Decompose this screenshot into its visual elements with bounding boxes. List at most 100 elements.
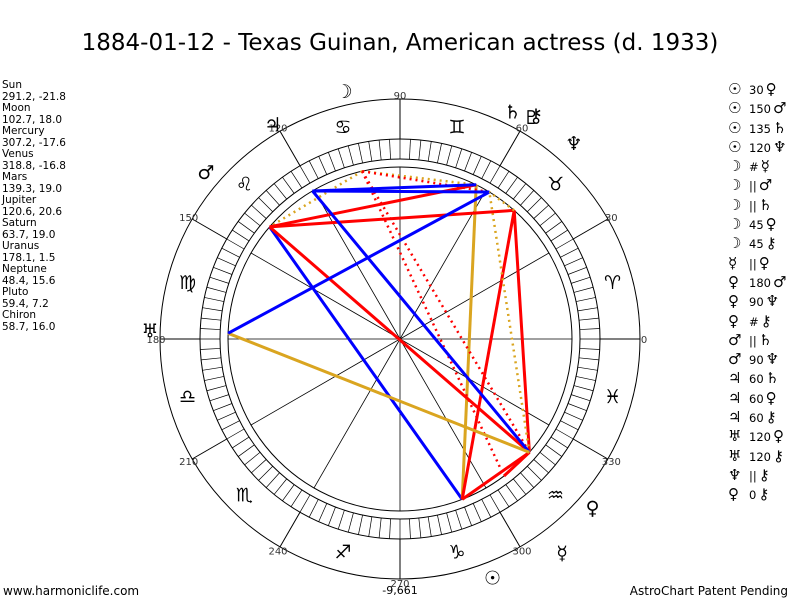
- cancer-sign-icon: ♋: [335, 116, 352, 138]
- aspect-row: ♃ 60 ⚷: [728, 408, 791, 427]
- degree-tick: [427, 516, 432, 537]
- degree-tick: [550, 436, 568, 449]
- degree-tick: [513, 183, 527, 200]
- degree-tick: [575, 376, 596, 381]
- aspect-planet-2: ♂: [772, 99, 787, 118]
- aspect-type: ||: [749, 468, 757, 483]
- spoke-line: [250, 338, 401, 426]
- degree-tick: [427, 141, 432, 162]
- aspect-line-moon-mercury: [361, 170, 506, 477]
- degree-tick: [578, 317, 599, 321]
- aspect-planet-1: ☿: [728, 253, 738, 272]
- degree-tick: [209, 394, 229, 402]
- aspect-planet-2: ♀: [765, 388, 777, 407]
- degree-tick: [206, 385, 227, 392]
- degree-tick: [368, 141, 373, 162]
- aspect-planet-1: ☉: [728, 99, 742, 118]
- degree-tick: [567, 403, 587, 412]
- degree-tick: [437, 143, 442, 164]
- jupiter-icon: ♃: [264, 114, 281, 136]
- taurus-sign-icon: ♉: [547, 173, 564, 195]
- degree-tick: [505, 176, 518, 194]
- degree-tick: [282, 484, 295, 502]
- degree-tick: [290, 489, 303, 507]
- wheel-rings: [159, 98, 641, 580]
- aspect-row: ☿ || ♀: [728, 254, 791, 273]
- aspect-type: ||: [749, 256, 757, 271]
- pluto-icon: ♇: [523, 107, 540, 129]
- aspect-planet-2: ♆: [765, 350, 780, 369]
- position-planet-name: Pluto: [2, 286, 29, 298]
- aspect-planet-1: ♀: [728, 485, 739, 504]
- aspect-row: ☉ 120 ♆: [728, 138, 791, 157]
- aspect-planet-1: ☽: [728, 176, 742, 195]
- aquarius-sign-icon: ♒: [547, 485, 564, 507]
- degree-label: 330: [602, 457, 621, 468]
- degree-tick: [221, 247, 240, 258]
- degree-label: 300: [512, 546, 531, 557]
- aspect-row: ♀ 180 ♂: [728, 273, 791, 292]
- degree-tick: [472, 503, 482, 522]
- degree-tick: [202, 307, 223, 312]
- degree-tick: [237, 444, 255, 457]
- aspect-planet-1: ♅: [728, 446, 742, 465]
- sign-divider: [191, 438, 228, 460]
- aspect-planet-2: ⚷: [758, 465, 770, 484]
- degree-tick: [200, 328, 221, 330]
- position-planet-name: Chiron: [2, 309, 37, 321]
- aspect-planet-1: ♂: [728, 330, 742, 349]
- aspect-type: 45: [749, 237, 764, 252]
- aspect-planet-1: ♃: [728, 388, 742, 407]
- degree-tick: [308, 499, 319, 518]
- degree-tick: [579, 348, 600, 350]
- degree-label: 30: [605, 213, 618, 224]
- degree-tick: [533, 459, 549, 474]
- degree-label: 120: [268, 124, 287, 135]
- degree-tick: [571, 276, 591, 284]
- position-planet-name: Neptune: [2, 263, 47, 275]
- degree-tick: [206, 286, 227, 293]
- mars-icon: ♂: [197, 162, 214, 184]
- degree-tick: [213, 266, 233, 275]
- spoke-line: [399, 252, 550, 340]
- degree-tick: [455, 510, 463, 530]
- degree-tick: [213, 403, 233, 412]
- degree-tick: [539, 452, 556, 466]
- bottom-value: -9,661: [382, 584, 417, 597]
- virgo-sign-icon: ♍: [179, 272, 196, 294]
- aspect-line-jupiter-venus: [311, 189, 531, 454]
- sign-divider: [499, 130, 521, 167]
- aspect-planet-2: ⚷: [772, 446, 784, 465]
- leo-sign-icon: ♌: [236, 173, 253, 195]
- degree-tick: [446, 512, 453, 533]
- aspect-line-venus-chiron: [488, 191, 531, 453]
- uranus-icon: ♅: [142, 321, 159, 343]
- degree-tick: [318, 156, 328, 175]
- degree-tick: [578, 357, 599, 361]
- planet-positions-list: Sun 291.2, -21.8 Moon 102.7, 18.0 Mercury 307…: [2, 79, 66, 333]
- sign-divider: [572, 218, 609, 240]
- degree-tick: [244, 452, 261, 466]
- degree-tick: [527, 466, 542, 481]
- chiron-icon: ⚷: [529, 105, 543, 127]
- degree-tick: [472, 156, 482, 175]
- degree-tick: [337, 148, 345, 168]
- degree-tick: [437, 514, 442, 535]
- degree-tick: [481, 499, 492, 518]
- position-planet-values: 63.7, 19.0: [2, 228, 56, 241]
- aspect-planet-2: ♄: [758, 330, 773, 349]
- degree-tick: [533, 204, 549, 219]
- degree-tick: [358, 143, 363, 164]
- degree-tick: [226, 428, 245, 440]
- degree-tick: [237, 221, 255, 234]
- degree-tick: [327, 506, 336, 526]
- aspect-type: 60: [749, 391, 764, 406]
- aspect-line-venus-mars: [268, 225, 531, 454]
- aspect-type: 30: [749, 83, 764, 97]
- footer-website-link[interactable]: www.harmoniclife.com: [3, 584, 140, 598]
- aspect-row: ♂ || ♄: [728, 331, 791, 350]
- degree-label: 60: [516, 124, 529, 135]
- aspect-line-venus-neptune: [512, 210, 531, 453]
- aspect-row: ♀ 0 ⚷: [728, 485, 791, 504]
